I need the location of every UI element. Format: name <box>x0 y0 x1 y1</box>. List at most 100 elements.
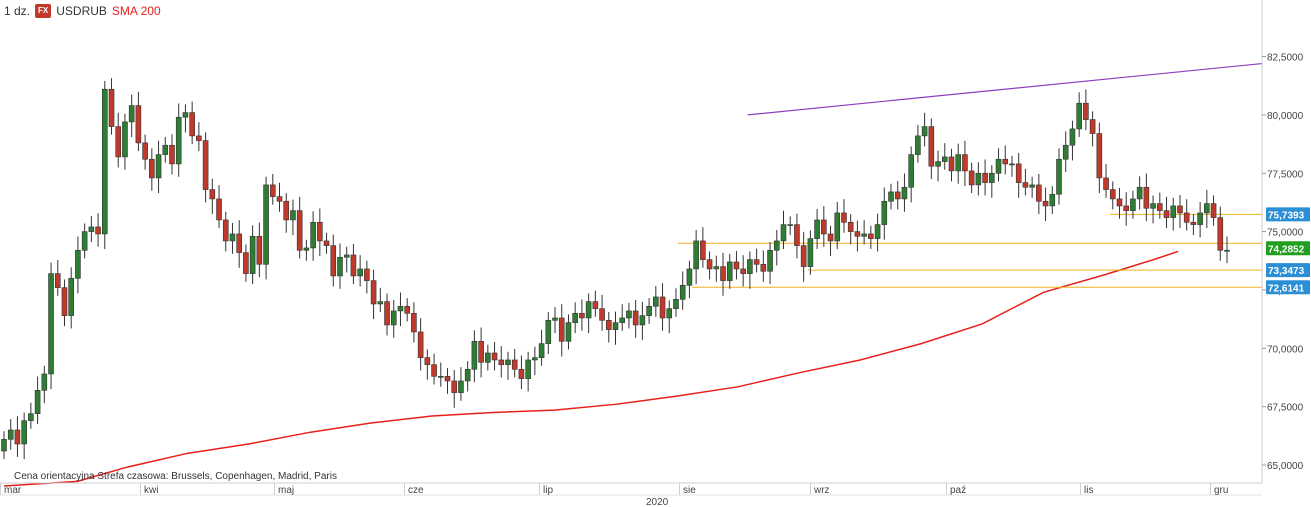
candle-body <box>1103 177 1109 190</box>
candle <box>1130 190 1136 219</box>
candle <box>1022 168 1029 196</box>
candle <box>88 215 95 243</box>
candle <box>437 362 444 387</box>
candle <box>263 176 269 280</box>
trendline[interactable] <box>747 62 1263 116</box>
candle <box>800 231 807 282</box>
candle <box>1036 173 1042 215</box>
candle <box>968 162 975 194</box>
candle <box>565 314 572 350</box>
candle-body <box>585 301 592 319</box>
candle-body <box>901 186 908 200</box>
candle <box>841 199 847 233</box>
candle <box>706 251 713 280</box>
candle <box>451 370 458 408</box>
candle-body <box>868 233 874 239</box>
candle-body <box>1170 205 1177 218</box>
y-axis: 82,500080,000077,500075,000072,500070,00… <box>1262 53 1304 472</box>
candle <box>196 122 202 152</box>
candle-body <box>854 231 861 237</box>
candle-body <box>115 126 122 158</box>
candle <box>787 216 794 236</box>
candle <box>471 330 478 383</box>
candle <box>182 104 189 133</box>
candle-body <box>7 429 14 440</box>
sma-indicator-label[interactable]: SMA 200 <box>111 4 161 18</box>
candle <box>34 376 41 425</box>
candle-body <box>693 240 699 270</box>
candle-body <box>263 184 269 265</box>
candle <box>941 143 948 170</box>
candle-body <box>1197 212 1203 225</box>
candle-body <box>632 310 639 326</box>
candle-body <box>175 116 182 165</box>
candle <box>310 211 316 261</box>
symbol-label[interactable]: USDRUB <box>56 4 107 18</box>
candle <box>1103 164 1109 198</box>
candle-body <box>1022 182 1029 188</box>
candle-body <box>773 240 780 251</box>
candle <box>881 187 888 240</box>
candle-body <box>303 247 310 251</box>
candle <box>1 431 7 460</box>
candle <box>720 252 726 296</box>
candle <box>686 260 693 299</box>
candle-body <box>88 226 95 232</box>
candle <box>545 312 552 355</box>
candle <box>821 206 827 247</box>
candle <box>827 225 834 257</box>
candle-body <box>753 259 760 265</box>
candle-body <box>1157 203 1163 211</box>
candle <box>1123 192 1130 226</box>
candle-body <box>565 322 572 342</box>
plot-area[interactable] <box>0 62 1263 495</box>
candle-body <box>458 380 464 393</box>
candle-body <box>68 277 74 316</box>
candle-body <box>948 156 955 172</box>
candle-body <box>700 240 706 260</box>
candle-body <box>800 245 807 267</box>
candle-body <box>471 340 478 370</box>
candle-body <box>626 310 632 319</box>
candle-body <box>1009 163 1015 166</box>
candle <box>397 292 404 327</box>
candle-body <box>935 161 941 167</box>
candle <box>834 201 841 250</box>
candle-body <box>706 259 713 270</box>
candle <box>921 112 928 147</box>
price-label-box <box>1266 263 1310 278</box>
candle <box>101 81 108 250</box>
candle-body <box>296 210 303 251</box>
candle <box>75 236 81 294</box>
price-label: 73,3473 <box>1266 263 1310 278</box>
candle-body <box>962 154 968 172</box>
candle <box>814 208 820 250</box>
candle <box>626 302 632 329</box>
candle-body <box>847 221 854 232</box>
candle-body <box>28 413 34 421</box>
candle-body <box>122 121 128 158</box>
candle-body <box>1150 203 1156 209</box>
x-tick-label: lis <box>1084 485 1093 496</box>
candle <box>162 137 169 163</box>
candle <box>236 220 242 268</box>
candle <box>330 234 337 287</box>
candle-body <box>1190 221 1197 225</box>
candle-body <box>222 219 229 242</box>
candle-body <box>1089 119 1096 134</box>
interval-label[interactable]: 1 dz. <box>4 4 31 18</box>
candle-body <box>760 263 767 272</box>
candle-body <box>451 380 458 393</box>
candle-body <box>256 235 263 265</box>
candle-body <box>1062 144 1069 160</box>
price-label-box <box>1266 207 1310 222</box>
price-label-box <box>1266 280 1310 295</box>
candle <box>209 178 216 215</box>
candle-body <box>572 312 578 323</box>
sma-200-line[interactable] <box>3 250 1179 487</box>
candle <box>54 259 61 296</box>
candle <box>740 255 746 287</box>
candle <box>1029 176 1035 198</box>
candle <box>713 255 720 282</box>
